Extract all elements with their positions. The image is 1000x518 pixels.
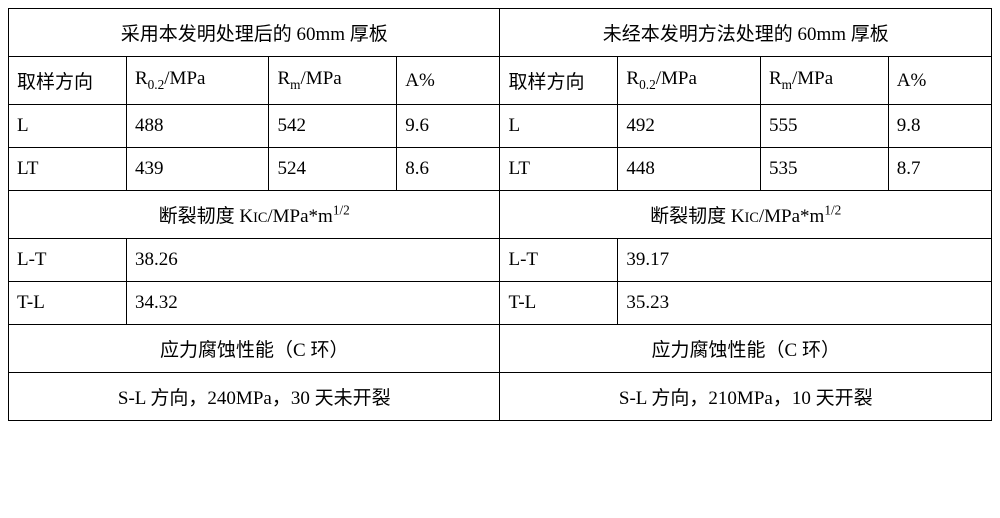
table-row: T-L 34.32 T-L 35.23 bbox=[9, 282, 992, 325]
col-a: A% bbox=[888, 57, 991, 105]
table-row: 取样方向 R0.2/MPa Rm/MPa A% 取样方向 R0.2/MPa Rm… bbox=[9, 57, 992, 105]
table-row: S-L 方向，240MPa，30 天未开裂 S-L 方向，210MPa，10 天… bbox=[9, 373, 992, 421]
cell-dir: T-L bbox=[9, 282, 127, 325]
col-r02: R0.2/MPa bbox=[126, 57, 269, 105]
stress-value-left: S-L 方向，240MPa，30 天未开裂 bbox=[9, 373, 500, 421]
table-row: 断裂韧度 KIC/MPa*m1/2 断裂韧度 KIC/MPa*m1/2 bbox=[9, 191, 992, 239]
cell-value: 38.26 bbox=[126, 239, 500, 282]
cell-value: 488 bbox=[126, 105, 269, 148]
cell-value: 524 bbox=[269, 148, 397, 191]
cell-dir: LT bbox=[9, 148, 127, 191]
cell-dir: LT bbox=[500, 148, 618, 191]
cell-value: 34.32 bbox=[126, 282, 500, 325]
comparison-table: 采用本发明处理后的 60mm 厚板 未经本发明方法处理的 60mm 厚板 取样方… bbox=[8, 8, 992, 421]
cell-value: 35.23 bbox=[618, 282, 992, 325]
col-rm: Rm/MPa bbox=[760, 57, 888, 105]
cell-value: 9.8 bbox=[888, 105, 991, 148]
fracture-header-right: 断裂韧度 KIC/MPa*m1/2 bbox=[500, 191, 992, 239]
col-r02: R0.2/MPa bbox=[618, 57, 761, 105]
stress-value-right: S-L 方向，210MPa，10 天开裂 bbox=[500, 373, 992, 421]
fracture-header-left: 断裂韧度 KIC/MPa*m1/2 bbox=[9, 191, 500, 239]
stress-header-left: 应力腐蚀性能（C 环） bbox=[9, 325, 500, 373]
cell-value: 9.6 bbox=[397, 105, 500, 148]
table-row: 采用本发明处理后的 60mm 厚板 未经本发明方法处理的 60mm 厚板 bbox=[9, 9, 992, 57]
cell-dir: T-L bbox=[500, 282, 618, 325]
cell-dir: L-T bbox=[9, 239, 127, 282]
cell-dir: L-T bbox=[500, 239, 618, 282]
header-left: 采用本发明处理后的 60mm 厚板 bbox=[9, 9, 500, 57]
cell-value: 8.7 bbox=[888, 148, 991, 191]
cell-dir: L bbox=[500, 105, 618, 148]
cell-value: 39.17 bbox=[618, 239, 992, 282]
cell-value: 542 bbox=[269, 105, 397, 148]
header-right: 未经本发明方法处理的 60mm 厚板 bbox=[500, 9, 992, 57]
table-row: LT 439 524 8.6 LT 448 535 8.7 bbox=[9, 148, 992, 191]
cell-value: 535 bbox=[760, 148, 888, 191]
cell-value: 8.6 bbox=[397, 148, 500, 191]
cell-dir: L bbox=[9, 105, 127, 148]
cell-value: 492 bbox=[618, 105, 761, 148]
table-row: L-T 38.26 L-T 39.17 bbox=[9, 239, 992, 282]
cell-value: 448 bbox=[618, 148, 761, 191]
col-direction: 取样方向 bbox=[9, 57, 127, 105]
cell-value: 439 bbox=[126, 148, 269, 191]
col-rm: Rm/MPa bbox=[269, 57, 397, 105]
cell-value: 555 bbox=[760, 105, 888, 148]
col-a: A% bbox=[397, 57, 500, 105]
table-row: 应力腐蚀性能（C 环） 应力腐蚀性能（C 环） bbox=[9, 325, 992, 373]
col-direction: 取样方向 bbox=[500, 57, 618, 105]
stress-header-right: 应力腐蚀性能（C 环） bbox=[500, 325, 992, 373]
table-row: L 488 542 9.6 L 492 555 9.8 bbox=[9, 105, 992, 148]
